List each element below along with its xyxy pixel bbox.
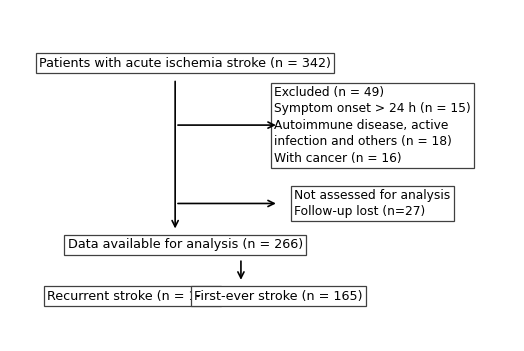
Text: Not assessed for analysis
Follow-up lost (n=27): Not assessed for analysis Follow-up lost… <box>294 189 451 218</box>
Text: Data available for analysis (n = 266): Data available for analysis (n = 266) <box>68 238 303 251</box>
Text: Recurrent stroke (n = 101): Recurrent stroke (n = 101) <box>47 290 217 303</box>
Text: Excluded (n = 49)
Symptom onset > 24 h (n = 15)
Autoimmune disease, active
infec: Excluded (n = 49) Symptom onset > 24 h (… <box>274 86 471 165</box>
Text: Patients with acute ischemia stroke (n = 342): Patients with acute ischemia stroke (n =… <box>39 57 331 69</box>
Text: First-ever stroke (n = 165): First-ever stroke (n = 165) <box>194 290 363 303</box>
